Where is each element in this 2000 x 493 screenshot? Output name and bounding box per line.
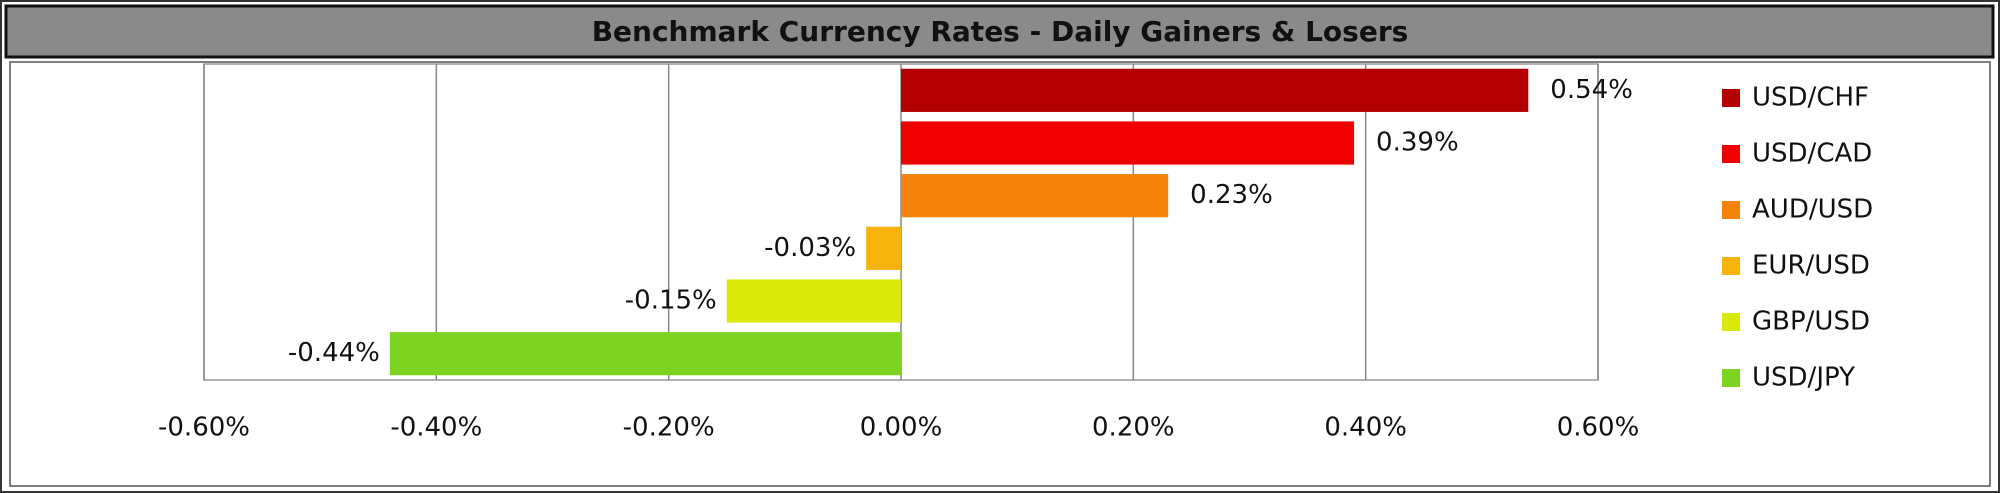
- legend-swatch: [1722, 257, 1740, 275]
- legend-swatch: [1722, 369, 1740, 387]
- data-label: 0.23%: [1190, 180, 1273, 210]
- chart-title: Benchmark Currency Rates - Daily Gainers…: [592, 15, 1409, 48]
- bar: [866, 226, 901, 270]
- legend-swatch: [1722, 201, 1740, 219]
- legend-swatch: [1722, 89, 1740, 107]
- data-label: -0.15%: [625, 286, 717, 316]
- x-tick-label: -0.60%: [158, 413, 250, 443]
- bar: [901, 174, 1169, 218]
- legend-label: USD/CHF: [1752, 83, 1869, 113]
- legend-label: EUR/USD: [1752, 251, 1870, 281]
- bar: [389, 332, 901, 376]
- x-tick-label: 0.60%: [1557, 413, 1640, 443]
- legend-label: USD/CAD: [1752, 139, 1872, 169]
- legend-label: AUD/USD: [1752, 195, 1873, 225]
- x-tick-label: 0.00%: [860, 413, 943, 443]
- x-tick-label: 0.40%: [1324, 413, 1407, 443]
- x-tick-label: -0.20%: [623, 413, 715, 443]
- plot-frame: [9, 61, 1991, 487]
- title-bar: [4, 4, 1995, 59]
- data-label: -0.44%: [288, 338, 380, 368]
- bar: [726, 279, 901, 323]
- bar: [901, 68, 1529, 112]
- bar: [901, 121, 1355, 165]
- legend-label: GBP/USD: [1752, 307, 1870, 337]
- legend-swatch: [1722, 313, 1740, 331]
- x-tick-label: -0.40%: [390, 413, 482, 443]
- legend-label: USD/JPY: [1752, 363, 1855, 393]
- x-tick-label: 0.20%: [1092, 413, 1175, 443]
- data-label: 0.54%: [1550, 75, 1633, 105]
- legend-swatch: [1722, 145, 1740, 163]
- data-label: -0.03%: [764, 233, 856, 263]
- data-label: 0.39%: [1376, 128, 1459, 158]
